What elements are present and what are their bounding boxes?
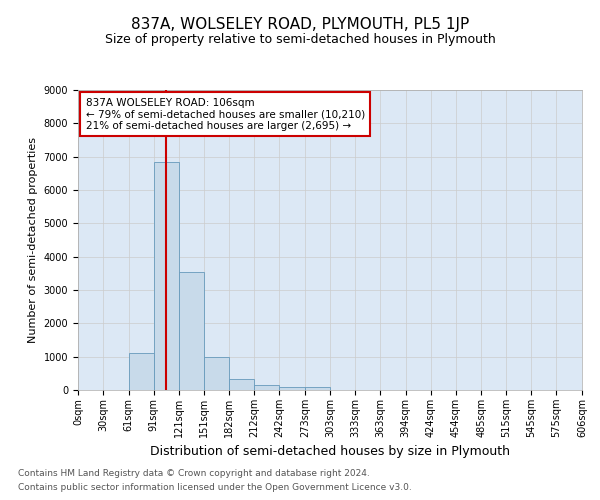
Bar	[305, 387, 330, 390]
Text: Size of property relative to semi-detached houses in Plymouth: Size of property relative to semi-detach…	[104, 32, 496, 46]
Bar	[129, 354, 154, 390]
Bar	[179, 272, 203, 390]
Y-axis label: Number of semi-detached properties: Number of semi-detached properties	[28, 137, 38, 343]
Bar	[154, 162, 179, 390]
Text: 837A WOLSELEY ROAD: 106sqm
← 79% of semi-detached houses are smaller (10,210)
21: 837A WOLSELEY ROAD: 106sqm ← 79% of semi…	[86, 98, 365, 130]
X-axis label: Distribution of semi-detached houses by size in Plymouth: Distribution of semi-detached houses by …	[150, 446, 510, 458]
Text: Contains HM Land Registry data © Crown copyright and database right 2024.: Contains HM Land Registry data © Crown c…	[18, 468, 370, 477]
Bar	[279, 386, 305, 390]
Text: 837A, WOLSELEY ROAD, PLYMOUTH, PL5 1JP: 837A, WOLSELEY ROAD, PLYMOUTH, PL5 1JP	[131, 18, 469, 32]
Bar	[254, 386, 279, 390]
Text: Contains public sector information licensed under the Open Government Licence v3: Contains public sector information licen…	[18, 484, 412, 492]
Bar	[203, 356, 229, 390]
Bar	[229, 380, 254, 390]
